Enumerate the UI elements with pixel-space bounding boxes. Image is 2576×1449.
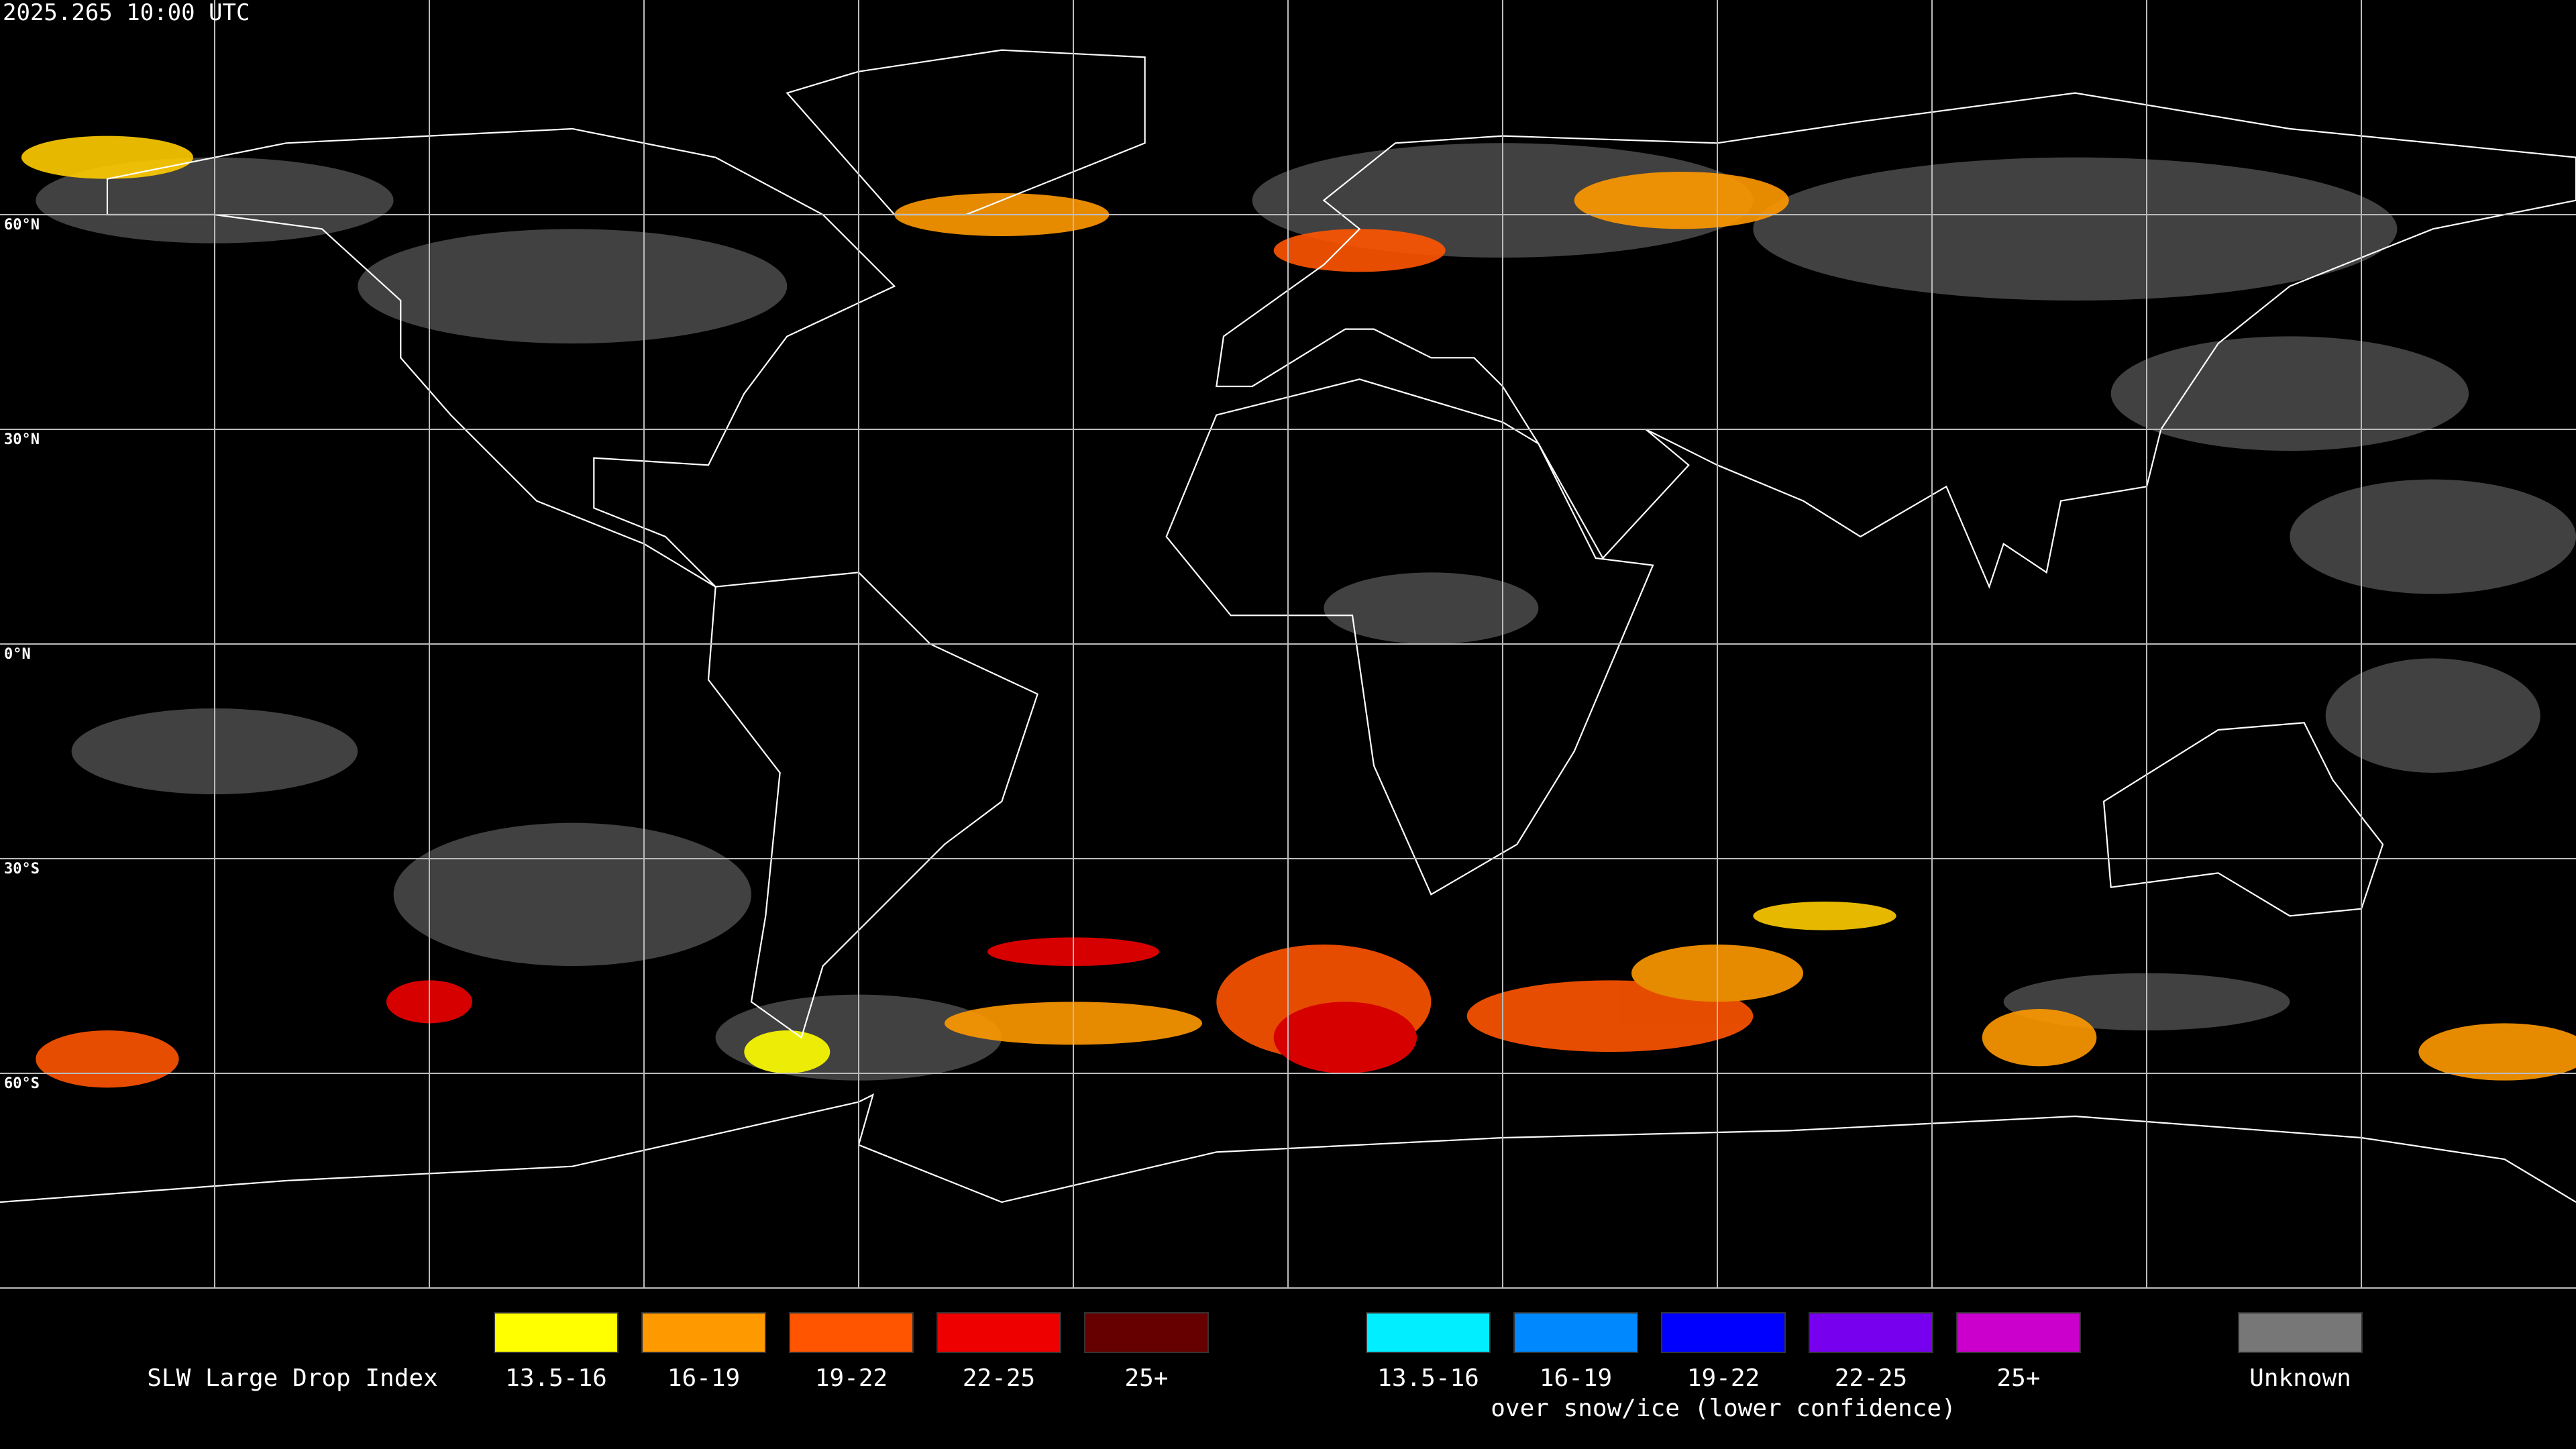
legend-label: 25+ [1124,1364,1168,1392]
legend-label: 13.5-16 [505,1364,607,1392]
legend-swatch [1661,1312,1786,1353]
lat-label: 60°S [4,1075,40,1092]
lat-label: 30°S [4,861,40,877]
legend-swatch [1513,1312,1638,1353]
legend-label: 19-22 [1687,1364,1760,1392]
legend-label: 13.5-16 [1377,1364,1479,1392]
legend-label: 25+ [1996,1364,2040,1392]
legend-note: over snow/ice (lower confidence) [1491,1395,1956,1422]
legend-label: 19-22 [815,1364,888,1392]
legend-swatch [494,1312,619,1353]
legend-swatch [2238,1312,2363,1353]
legend-swatch [789,1312,914,1353]
imagery [21,136,2576,1088]
legend-label: Unknown [2249,1364,2351,1392]
graticule [0,0,2576,1289]
timestamp: 2025.265 10:00 UTC [3,0,250,26]
legend-swatch [1084,1312,1209,1353]
legend-label: 22-25 [963,1364,1035,1392]
lat-label: 30°N [4,431,40,448]
legend-swatch [1956,1312,2081,1353]
legend: 13.5-16 16-19 19-22 22-25 25+ 13.5-16 16-19 19-… [494,1312,2363,1422]
legend-label: 22-25 [1835,1364,1907,1392]
legend-label: 16-19 [1540,1364,1612,1392]
legend-swatch [641,1312,766,1353]
legend-swatch [936,1312,1061,1353]
legend-label: 16-19 [667,1364,740,1392]
legend-swatch [1366,1312,1491,1353]
legend-title: SLW Large Drop Index [147,1364,437,1392]
legend-swatch [1809,1312,1933,1353]
lat-label: 60°N [4,217,40,233]
lat-label: 0°N [4,646,31,663]
